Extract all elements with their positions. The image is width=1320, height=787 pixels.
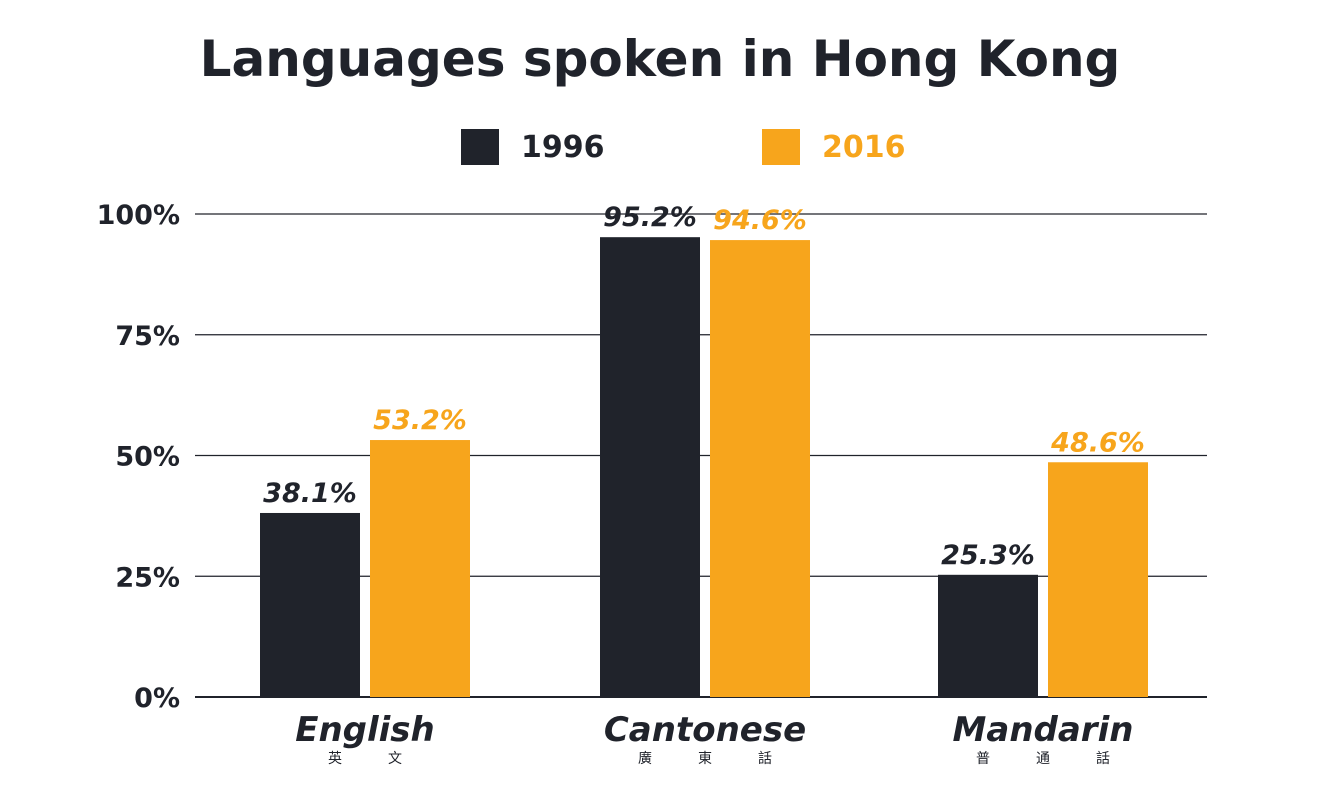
legend-item-1996: 1996 [461, 127, 605, 167]
data-label-mandarin-2016: 48.6% [1050, 427, 1145, 458]
data-label-english-1996: 38.1% [263, 478, 357, 509]
data-label-english-2016: 53.2% [373, 405, 467, 436]
data-label-mandarin-1996: 25.3% [941, 540, 1035, 571]
category-label-mandarin: Mandarin [953, 710, 1134, 750]
category-sublabel-cantonese-2: 話 [758, 750, 772, 767]
category-sublabel-english-1: 文 [388, 751, 402, 767]
y-tick-label-0: 0% [134, 683, 180, 714]
bar-cantonese-2016 [710, 240, 810, 697]
bar-english-1996 [260, 512, 360, 697]
legend-label-2016: 2016 [822, 129, 906, 165]
category-sublabel-cantonese-0: 廣 [638, 750, 652, 767]
bar-english-2016 [370, 440, 470, 697]
y-tick-label-75: 75% [115, 321, 180, 352]
category-sublabel-mandarin-2: 話 [1096, 750, 1110, 767]
data-label-cantonese-1996: 95.2% [603, 202, 697, 233]
legend-swatch-1996 [461, 129, 499, 165]
bar-mandarin-1996 [938, 574, 1038, 697]
bar-cantonese-1996 [600, 237, 700, 697]
legend-item-2016: 2016 [762, 127, 906, 167]
bar-mandarin-2016 [1048, 462, 1148, 697]
category-label-cantonese: Cantonese [604, 710, 806, 750]
category-sublabel-mandarin-1: 通 [1036, 751, 1050, 767]
legend-swatch-2016 [762, 129, 800, 165]
data-label-cantonese-2016: 94.6% [713, 205, 807, 236]
category-sublabel-mandarin-0: 普 [976, 751, 990, 767]
category-sublabel-cantonese-1: 東 [698, 751, 712, 767]
legend: 1996 2016 [0, 127, 1320, 167]
chart-title: Languages spoken in Hong Kong [199, 30, 1121, 88]
y-tick-label-100: 100% [97, 200, 180, 231]
legend-label-1996: 1996 [521, 129, 605, 165]
y-tick-label-25: 25% [115, 562, 180, 593]
category-label-english: English [295, 710, 435, 750]
category-sublabel-english-0: 英 [328, 750, 342, 767]
y-tick-label-50: 50% [115, 442, 180, 473]
